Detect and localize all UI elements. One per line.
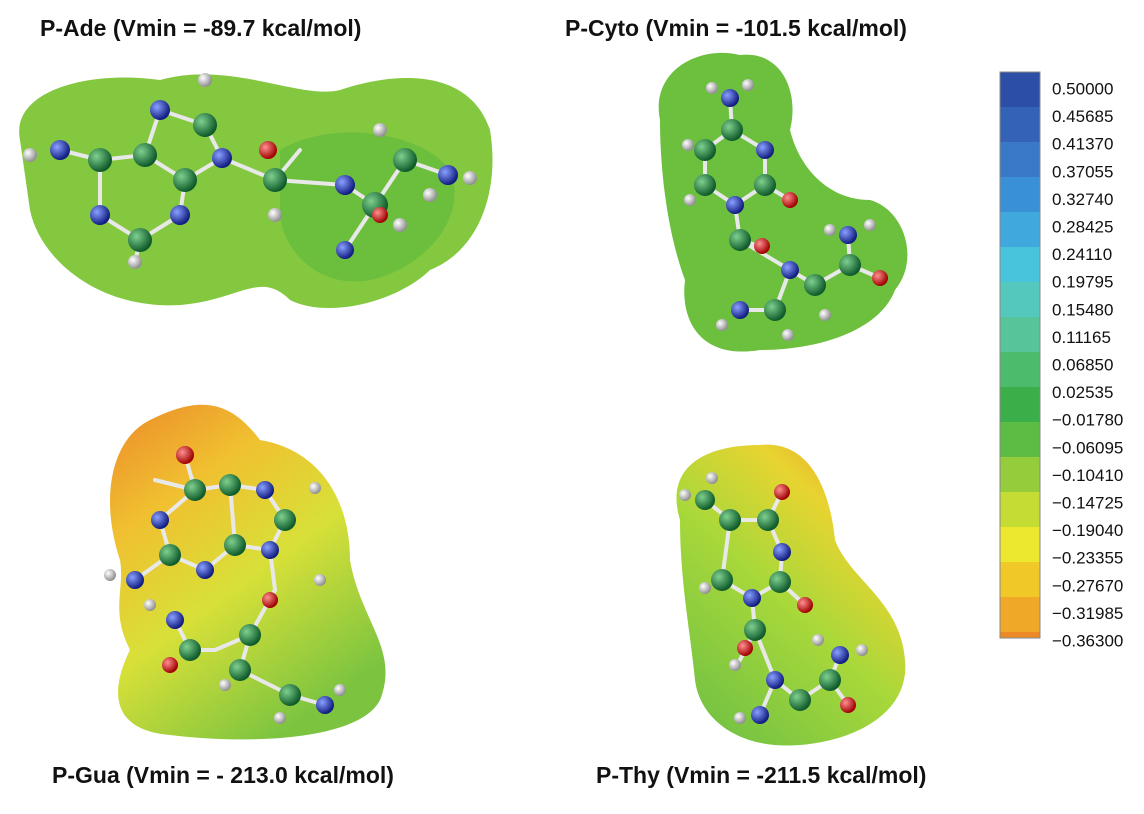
color-bar-label: 0.45685 [1052, 107, 1113, 126]
color-bar-label: −0.10410 [1052, 466, 1123, 485]
molecule-cyto [658, 52, 908, 352]
color-bar-label: −0.01780 [1052, 411, 1123, 430]
molecule-gua [104, 404, 386, 740]
color-bar-label: 0.32740 [1052, 190, 1113, 209]
color-bar-label: 0.41370 [1052, 135, 1113, 154]
color-bar-label: 0.37055 [1052, 162, 1113, 181]
color-bar-label: 0.28425 [1052, 217, 1113, 236]
panel-title: P-Cyto (Vmin = -101.5 kcal/mol) [565, 15, 907, 41]
color-bar-label: −0.14725 [1052, 493, 1123, 512]
color-bar-label: −0.19040 [1052, 521, 1123, 540]
color-bar-label: 0.02535 [1052, 383, 1113, 402]
color-bar-label: 0.24110 [1052, 245, 1112, 264]
color-bar [999, 71, 1041, 639]
color-bar-label: −0.27670 [1052, 576, 1123, 595]
color-bar-label: −0.36300 [1052, 631, 1123, 650]
panel-title: P-Gua (Vmin = - 213.0 kcal/mol) [52, 762, 394, 788]
color-bar-label: 0.50000 [1052, 79, 1113, 98]
panel-title: P-Ade (Vmin = -89.7 kcal/mol) [40, 15, 361, 41]
color-bar-label: −0.06095 [1052, 438, 1123, 457]
color-bar-label: −0.31985 [1052, 604, 1123, 623]
color-bar-label: 0.19795 [1052, 273, 1113, 292]
molecule-ade [19, 73, 493, 309]
molecule-thy [676, 444, 906, 746]
color-bar-label: −0.23355 [1052, 549, 1123, 568]
color-bar-label: 0.11165 [1052, 328, 1111, 347]
color-bar-label: 0.15480 [1052, 300, 1113, 319]
color-bar-label: 0.06850 [1052, 355, 1113, 374]
color-bar-labels: 0.50000 0.45685 0.41370 0.37055 0.32740 0.284… [1052, 79, 1123, 650]
panel-title: P-Thy (Vmin = -211.5 kcal/mol) [596, 762, 926, 788]
